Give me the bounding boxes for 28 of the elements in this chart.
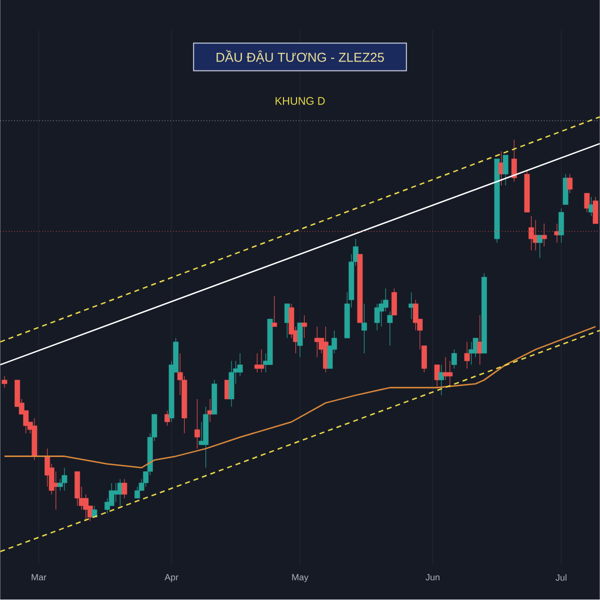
- candlestick: [387, 311, 393, 346]
- candlestick: [434, 364, 440, 388]
- chart-subtitle: KHUNG D: [276, 97, 325, 106]
- candlestick: [528, 216, 534, 251]
- candlestick: [541, 224, 547, 248]
- candlestick: [362, 304, 367, 354]
- candlestick: [451, 349, 457, 370]
- candlestick: [122, 479, 128, 499]
- x-tick-label: Mar: [32, 574, 46, 581]
- candlestick: [502, 154, 508, 186]
- candlestick: [567, 174, 573, 194]
- candlestick: [194, 398, 200, 450]
- candlestick: [558, 208, 564, 244]
- candlestick: [584, 193, 590, 213]
- x-tick-label: Apr: [164, 574, 178, 582]
- x-tick-label: Jun: [426, 574, 440, 581]
- candlestick: [297, 322, 303, 358]
- candlestick: [258, 349, 264, 373]
- candlestick: [272, 296, 278, 328]
- candlestick: [302, 315, 308, 339]
- candlestick: [62, 468, 68, 492]
- candlestick: [392, 288, 397, 316]
- chart-title: DẦU ĐẬU TƯƠNG - ZLEZ25: [216, 50, 384, 64]
- x-tick-label: Jul: [556, 574, 566, 581]
- candlestick: [464, 342, 470, 370]
- candlestick: [592, 196, 598, 224]
- candlestick: [511, 140, 517, 182]
- x-tick-label: May: [292, 574, 308, 582]
